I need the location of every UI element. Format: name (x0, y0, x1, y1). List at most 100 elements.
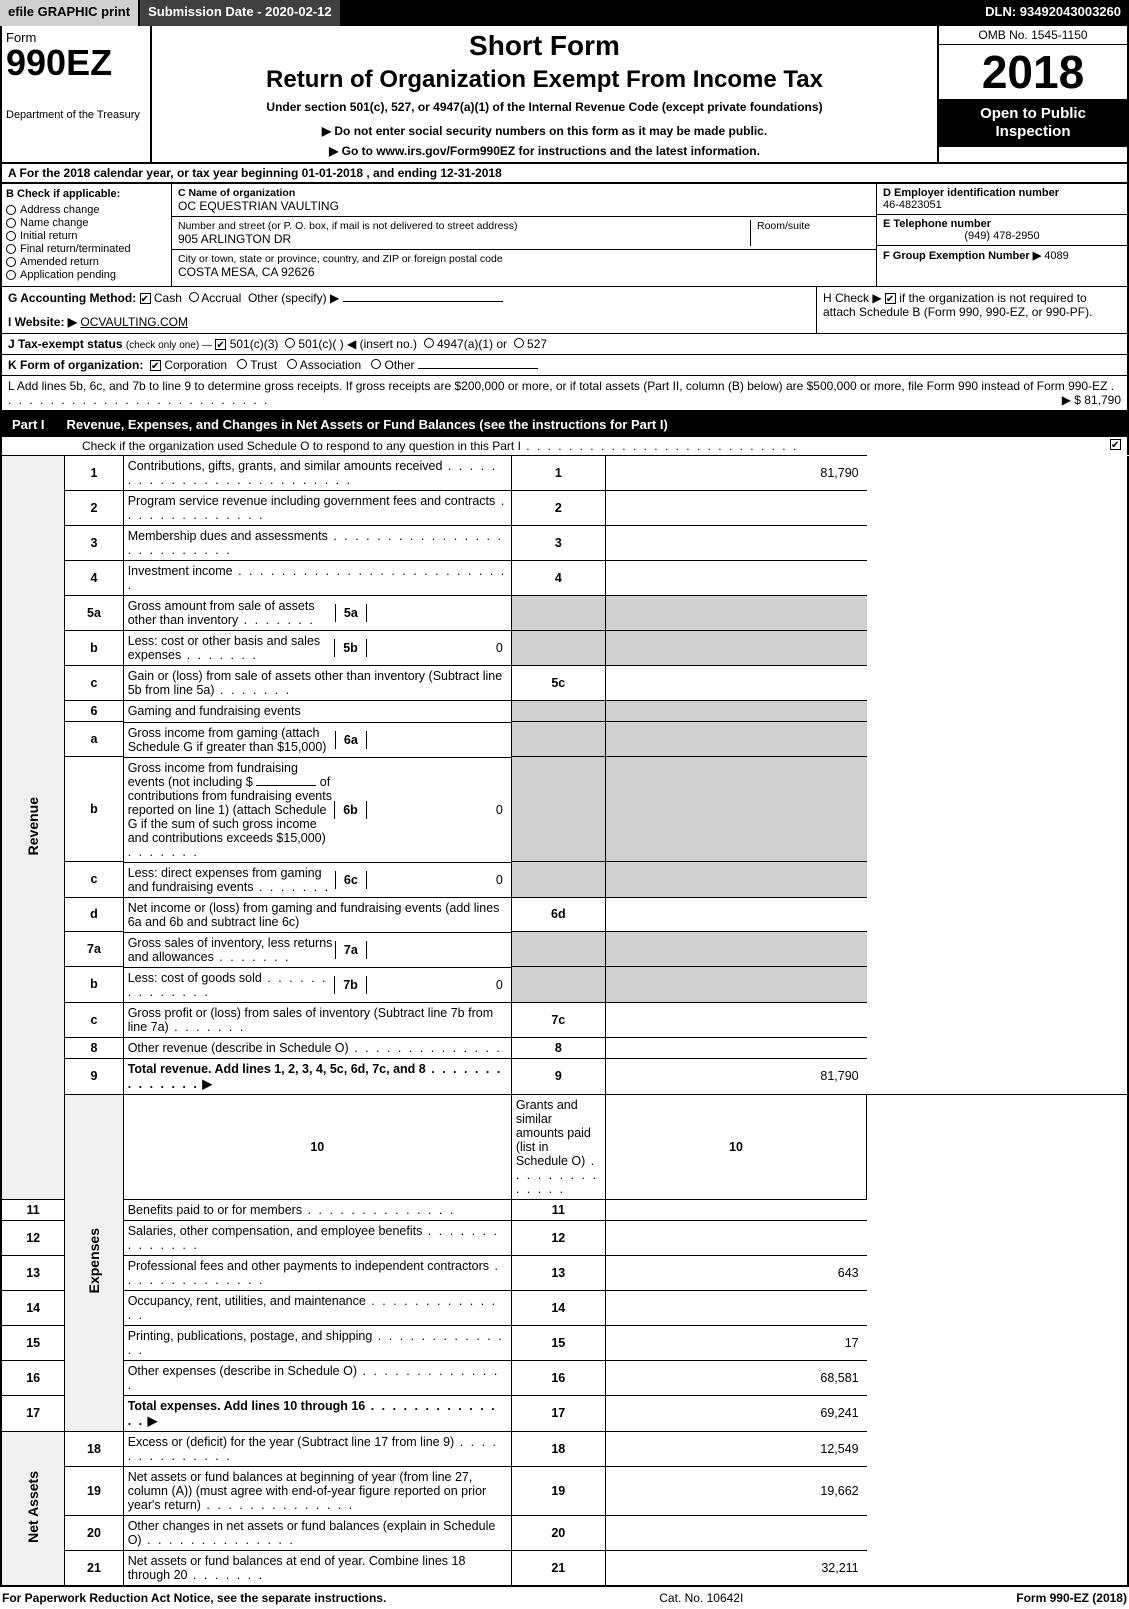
k-corp-checkbox[interactable] (150, 360, 161, 371)
radio-icon (6, 231, 16, 241)
e-label: E Telephone number (883, 218, 1121, 230)
short-form-title: Short Form (160, 30, 929, 62)
omb-number: OMB No. 1545-1150 (939, 26, 1127, 45)
b-address-change[interactable]: Address change (6, 204, 167, 216)
top-spacer (342, 0, 978, 26)
line-a: A For the 2018 calendar year, or tax yea… (0, 164, 1129, 184)
line-h: H Check ▶ if the organization is not req… (817, 287, 1127, 333)
radio-icon (6, 244, 16, 254)
table-row: 7a Gross sales of inventory, less return… (1, 932, 1128, 967)
c-city-label: City or town, state or province, country… (178, 253, 870, 265)
radio-icon (6, 257, 16, 267)
d-label: D Employer identification number (883, 187, 1121, 199)
part1-title: Revenue, Expenses, and Changes in Net As… (67, 414, 668, 435)
line-j: J Tax-exempt status (check only one) — 5… (0, 333, 1129, 354)
g-other-label: Other (specify) ▶ (248, 291, 339, 305)
table-row: 13 Professional fees and other payments … (1, 1255, 1128, 1290)
e-phone: (949) 478-2950 (883, 230, 1121, 242)
table-row: b Less: cost of goods sold 7b 0 (1, 967, 1128, 1003)
line-l: L Add lines 5b, 6c, and 7b to line 9 to … (0, 375, 1129, 412)
h-checkbox[interactable] (885, 293, 896, 304)
efile-button[interactable]: efile GRAPHIC print (0, 0, 140, 26)
open-public-box: Open to Public Inspection (939, 99, 1127, 147)
k-trust-radio[interactable] (237, 359, 247, 369)
ssn-warning: ▶ Do not enter social security numbers o… (160, 124, 929, 138)
b-name-change[interactable]: Name change (6, 217, 167, 229)
part1-schedule-o-checkbox[interactable] (1110, 439, 1121, 450)
line9-amount: 81,790 (605, 1058, 866, 1094)
table-row: b Gross income from fundraising events (… (1, 757, 1128, 862)
bcdef-row: B Check if applicable: Address change Na… (0, 184, 1129, 286)
goto-link[interactable]: ▶ Go to www.irs.gov/Form990EZ for instru… (160, 144, 929, 158)
c-room-label: Room/suite (757, 220, 870, 232)
g-accrual-radio[interactable] (189, 292, 199, 302)
radio-icon (6, 218, 16, 228)
g-label: G Accounting Method: (8, 291, 136, 305)
line6b-contrib-input[interactable] (256, 785, 316, 786)
g-other-input[interactable] (343, 301, 503, 302)
subtitle: Under section 501(c), 527, or 4947(a)(1)… (160, 100, 929, 114)
l-text: L Add lines 5b, 6c, and 7b to line 9 to … (8, 379, 1107, 393)
f-value: 4089 (1044, 250, 1068, 262)
header-center: Short Form Return of Organization Exempt… (152, 26, 937, 162)
i-label: I Website: ▶ (8, 315, 77, 329)
b-amended-return[interactable]: Amended return (6, 256, 167, 268)
expenses-sidebar: Expenses (65, 1094, 123, 1431)
b-initial-return[interactable]: Initial return (6, 230, 167, 242)
k-other-radio[interactable] (371, 359, 381, 369)
line13-amount: 643 (605, 1255, 866, 1290)
table-row: 14 Occupancy, rent, utilities, and maint… (1, 1290, 1128, 1325)
k-label: K Form of organization: (8, 358, 143, 372)
website-value[interactable]: OCVAULTING.COM (80, 315, 188, 329)
b-final-return[interactable]: Final return/terminated (6, 243, 167, 255)
table-row: b Less: cost or other basis and sales ex… (1, 630, 1128, 666)
line-g: G Accounting Method: Cash Accrual Other … (2, 287, 817, 333)
line15-amount: 17 (605, 1325, 866, 1360)
table-row: Expenses 10 Grants and similar amounts p… (1, 1094, 1128, 1199)
k-other: Other (385, 358, 415, 372)
j-detail: (check only one) — (126, 340, 212, 351)
footer-right: Form 990-EZ (2018) (1016, 1591, 1127, 1605)
j-527-radio[interactable] (514, 338, 524, 348)
page-footer: For Paperwork Reduction Act Notice, see … (0, 1587, 1129, 1609)
j-opt1: 501(c)(3) (230, 337, 279, 351)
table-row: 17 Total expenses. Add lines 10 through … (1, 1395, 1128, 1431)
b-application-pending[interactable]: Application pending (6, 269, 167, 281)
box-def: D Employer identification number 46-4823… (877, 184, 1127, 286)
table-row: 6 Gaming and fundraising events (1, 701, 1128, 722)
j-4947-radio[interactable] (424, 338, 434, 348)
k-assoc-radio[interactable] (287, 359, 297, 369)
form-number: 990EZ (6, 45, 146, 81)
line7b-amount: 0 (367, 978, 507, 992)
k-trust: Trust (250, 358, 277, 372)
table-row: d Net income or (loss) from gaming and f… (1, 897, 1128, 932)
netassets-sidebar: Net Assets (1, 1431, 65, 1586)
line-k: K Form of organization: Corporation Trus… (0, 354, 1129, 375)
h-check-label: H Check ▶ (823, 291, 882, 305)
g-cash-checkbox[interactable] (140, 293, 151, 304)
dept-label: Department of the Treasury (6, 109, 146, 121)
k-other-input[interactable] (418, 368, 538, 369)
footer-center: Cat. No. 10642I (659, 1591, 743, 1605)
d-ein: 46-4823051 (883, 199, 1121, 211)
j-501c3-checkbox[interactable] (215, 339, 226, 350)
org-name: OC EQUESTRIAN VAULTING (178, 199, 870, 213)
radio-icon (6, 270, 16, 280)
g-accrual-label: Accrual (201, 291, 241, 305)
table-row: c Gross profit or (loss) from sales of i… (1, 1002, 1128, 1037)
line16-amount: 68,581 (605, 1360, 866, 1395)
line1-amount: 81,790 (605, 456, 866, 491)
box-c: C Name of organization OC EQUESTRIAN VAU… (172, 184, 877, 286)
table-row: 15 Printing, publications, postage, and … (1, 1325, 1128, 1360)
table-row: 4 Investment income 4 (1, 561, 1128, 596)
table-row: Revenue 1 Contributions, gifts, grants, … (1, 456, 1128, 491)
part1-label: Part I (2, 414, 55, 435)
radio-icon (6, 205, 16, 215)
table-row: 8 Other revenue (describe in Schedule O)… (1, 1037, 1128, 1058)
submission-date-button[interactable]: Submission Date - 2020-02-12 (140, 0, 342, 26)
line5b-amount: 0 (367, 641, 507, 655)
main-title: Return of Organization Exempt From Incom… (160, 66, 929, 94)
table-row: 3 Membership dues and assessments 3 (1, 526, 1128, 561)
table-row: 9 Total revenue. Add lines 1, 2, 3, 4, 5… (1, 1058, 1128, 1094)
j-501c-radio[interactable] (285, 338, 295, 348)
